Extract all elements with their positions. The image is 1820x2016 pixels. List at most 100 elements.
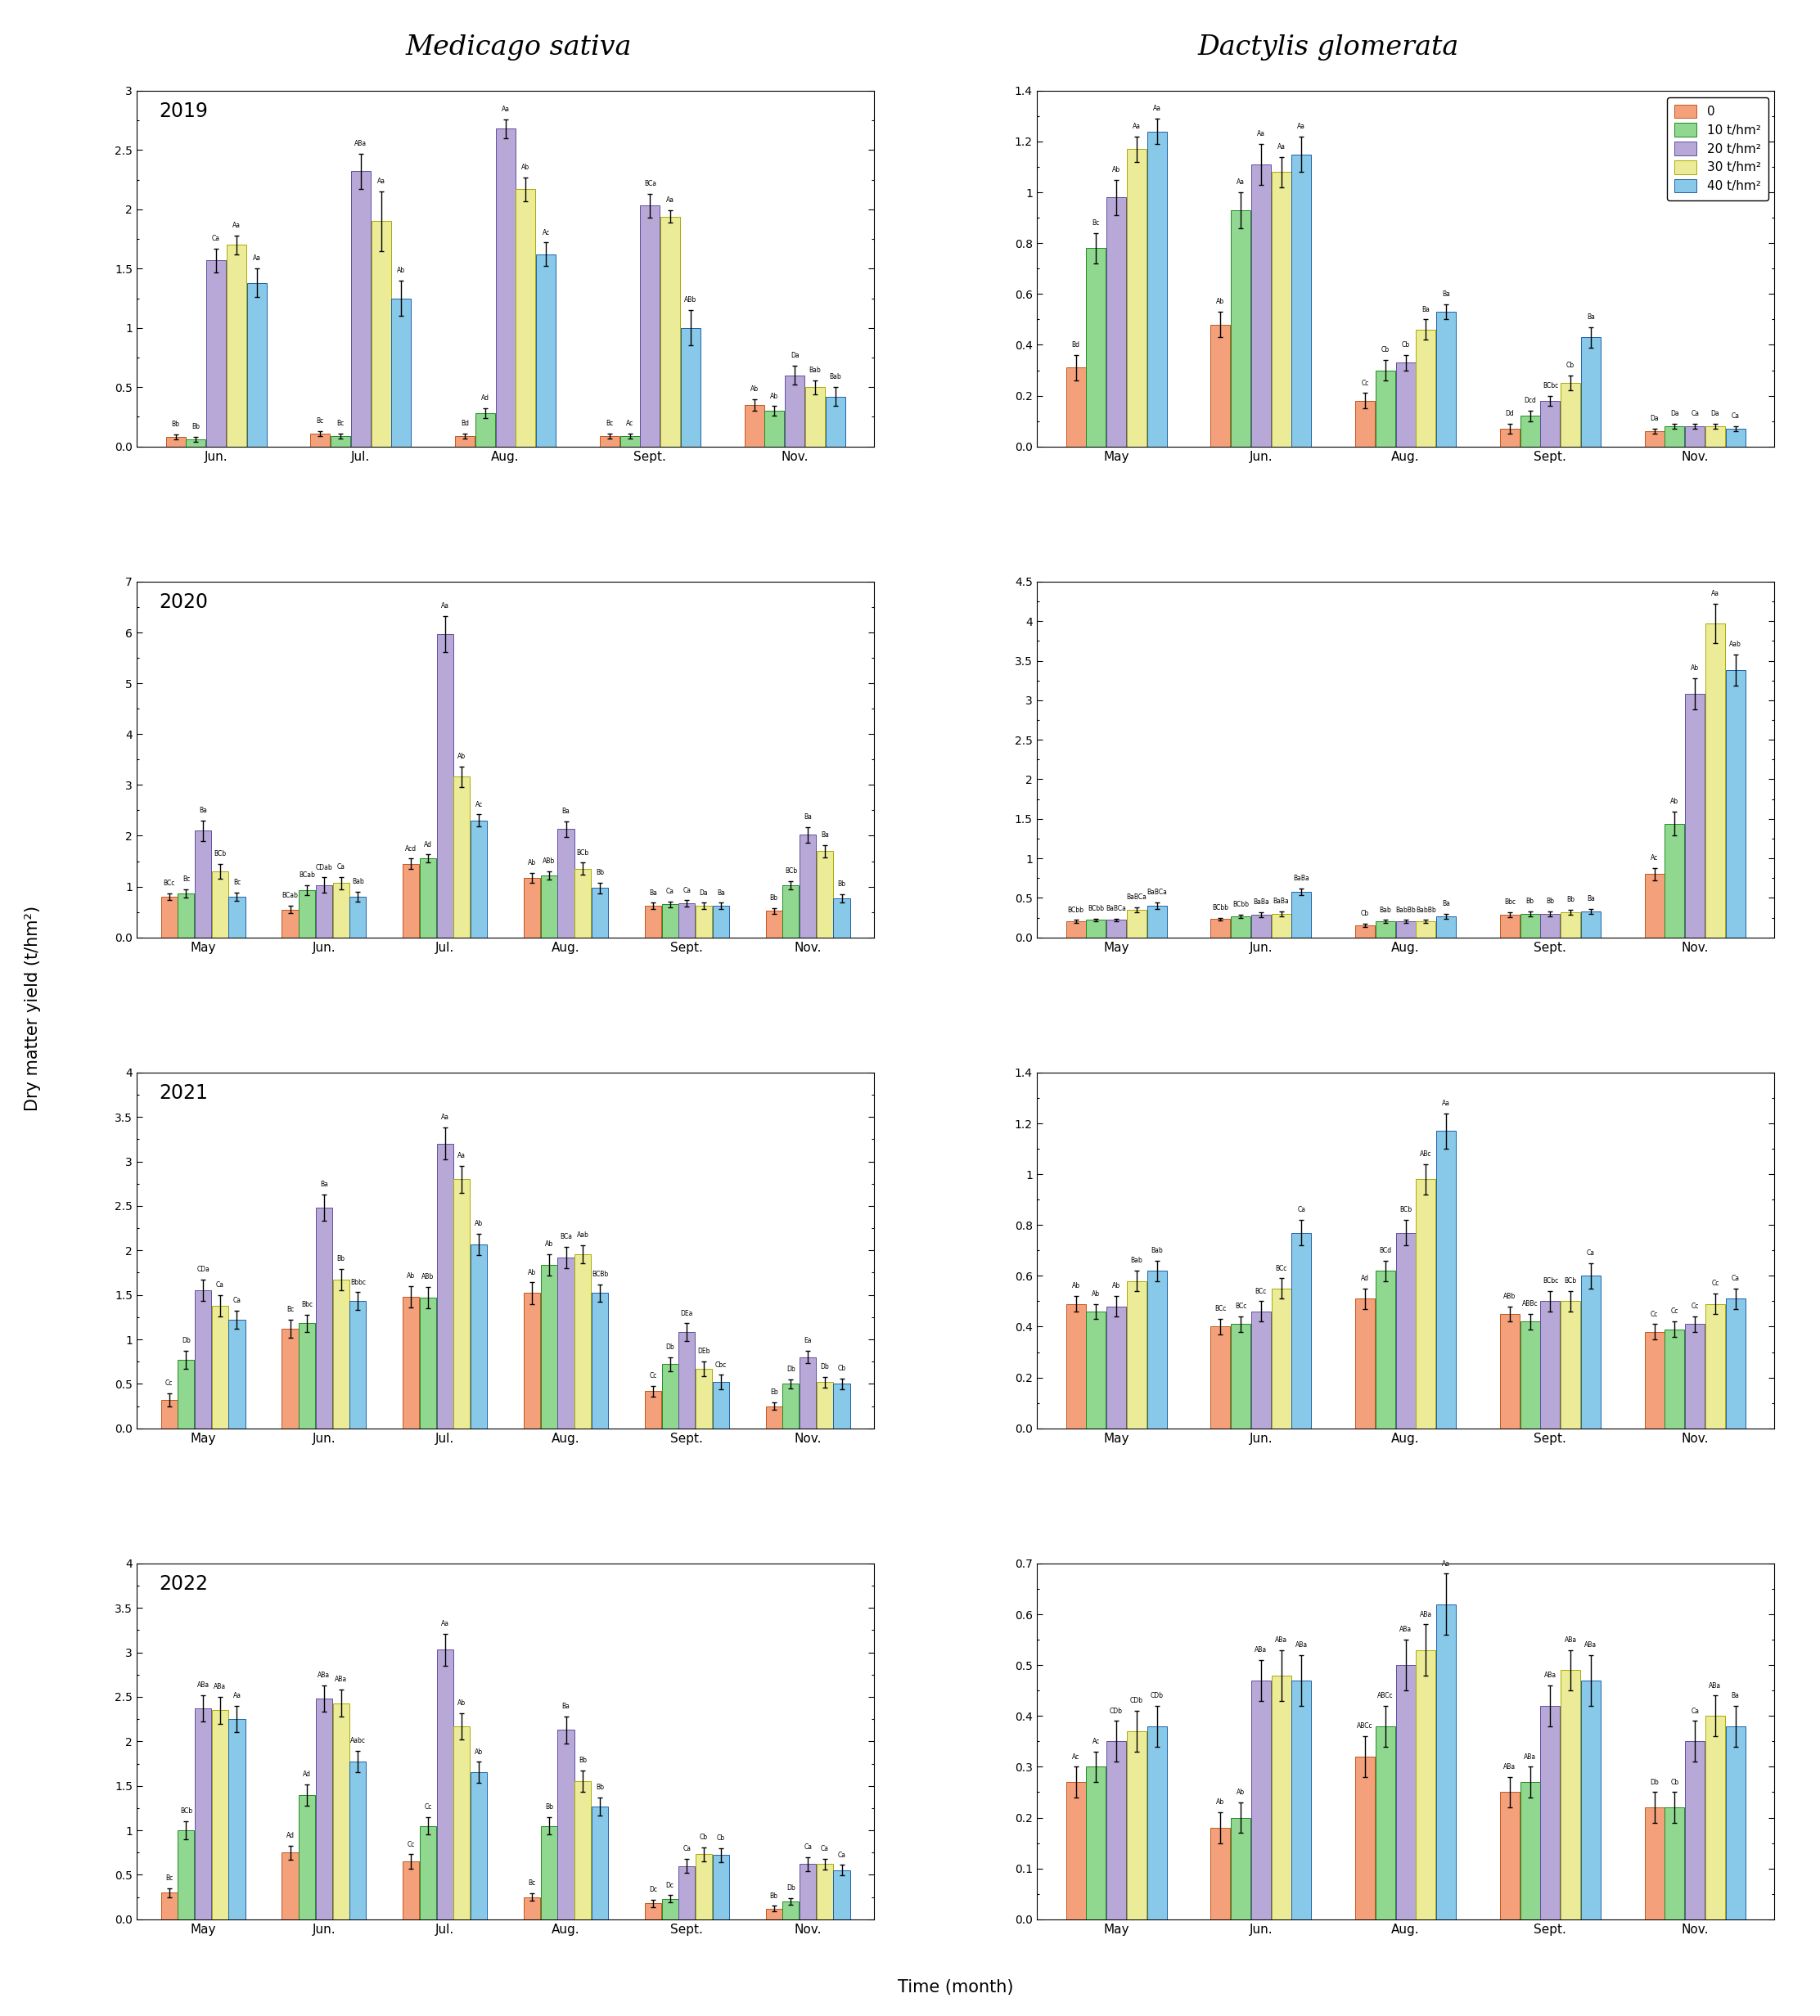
- Bar: [453, 776, 470, 937]
- Bar: [195, 831, 211, 937]
- Bar: [1562, 1300, 1580, 1427]
- Text: Aa: Aa: [1258, 131, 1265, 137]
- Text: BCbb: BCbb: [1232, 901, 1249, 907]
- Text: Bd: Bd: [1072, 341, 1079, 349]
- Bar: [1582, 1681, 1600, 1919]
- Bar: [524, 1897, 541, 1919]
- Bar: [524, 1292, 541, 1427]
- Bar: [229, 1720, 246, 1919]
- Text: Bb: Bb: [595, 869, 604, 877]
- Bar: [349, 1762, 366, 1919]
- Text: BCc: BCc: [1276, 1264, 1287, 1272]
- Text: Bc: Bc: [337, 419, 344, 427]
- Bar: [1500, 1314, 1520, 1427]
- Text: Cb: Cb: [1381, 347, 1389, 353]
- Text: Bab: Bab: [351, 877, 364, 885]
- Text: BCc: BCc: [164, 879, 175, 887]
- Text: Aa: Aa: [1236, 179, 1245, 185]
- Bar: [644, 1391, 661, 1427]
- Bar: [1725, 669, 1745, 937]
- Text: Db: Db: [786, 1885, 795, 1891]
- Text: BCbc: BCbc: [1542, 381, 1558, 389]
- Text: Bd: Bd: [460, 419, 470, 427]
- Bar: [1396, 921, 1416, 937]
- Text: Ab: Ab: [459, 1699, 466, 1706]
- Bar: [661, 216, 681, 446]
- Text: Ca: Ca: [211, 234, 220, 242]
- Bar: [783, 1383, 799, 1427]
- Text: Ca: Ca: [682, 1845, 692, 1853]
- Text: Ba: Ba: [804, 812, 812, 821]
- Text: Cc: Cc: [1711, 1280, 1720, 1288]
- Text: Cc: Cc: [408, 1841, 415, 1849]
- Text: Ca: Ca: [337, 863, 346, 871]
- Bar: [1250, 1681, 1270, 1919]
- Text: Ab: Ab: [1092, 1290, 1099, 1298]
- Text: Aa: Aa: [377, 177, 386, 185]
- Text: 2020: 2020: [158, 593, 207, 613]
- Text: Bab: Bab: [1380, 907, 1390, 913]
- Bar: [1396, 1232, 1416, 1427]
- Text: Ba: Ba: [650, 889, 657, 897]
- Bar: [248, 282, 266, 446]
- Bar: [1582, 1276, 1600, 1427]
- Bar: [1705, 1304, 1725, 1427]
- Bar: [453, 1726, 470, 1919]
- Bar: [817, 851, 834, 937]
- Text: Bb: Bb: [544, 1802, 553, 1810]
- Bar: [644, 905, 661, 937]
- Bar: [784, 375, 804, 446]
- Bar: [1416, 921, 1436, 937]
- Text: Bb: Bb: [1567, 895, 1574, 903]
- Text: Cb: Cb: [699, 1833, 708, 1841]
- Text: BaBCa: BaBCa: [1107, 905, 1127, 911]
- Text: Ca: Ca: [1691, 1708, 1700, 1716]
- Text: Aa: Aa: [1711, 591, 1720, 597]
- Bar: [541, 1826, 557, 1919]
- Bar: [471, 1772, 488, 1919]
- Text: Aa: Aa: [440, 1115, 450, 1121]
- Bar: [1685, 1742, 1705, 1919]
- Text: ABb: ABb: [422, 1274, 435, 1280]
- Text: ABa: ABa: [1543, 1671, 1556, 1679]
- Bar: [282, 1853, 298, 1919]
- Bar: [1645, 875, 1663, 937]
- Text: Aa: Aa: [440, 603, 450, 609]
- Bar: [1210, 919, 1230, 937]
- Text: Ba: Ba: [1587, 895, 1594, 903]
- Bar: [1665, 1329, 1685, 1427]
- Bar: [1436, 1131, 1456, 1427]
- Bar: [515, 190, 535, 446]
- Text: Cc: Cc: [166, 1379, 173, 1387]
- Bar: [160, 1893, 177, 1919]
- Text: BCb: BCb: [1400, 1206, 1412, 1214]
- Bar: [311, 433, 329, 446]
- Text: BaBCa: BaBCa: [1127, 893, 1147, 901]
- Bar: [186, 439, 206, 446]
- Bar: [1107, 919, 1127, 937]
- Bar: [166, 437, 186, 446]
- Text: Cb: Cb: [1361, 909, 1369, 917]
- Bar: [471, 1244, 488, 1427]
- Text: Time (month): Time (month): [897, 1980, 1014, 1996]
- Text: Ca: Ca: [1731, 1274, 1740, 1282]
- Bar: [644, 1903, 661, 1919]
- Bar: [1087, 919, 1107, 937]
- Text: Ad: Ad: [480, 395, 490, 401]
- Bar: [1067, 1304, 1085, 1427]
- Text: Bc: Bc: [528, 1879, 535, 1887]
- Bar: [371, 222, 391, 446]
- Text: ABc: ABc: [1420, 1151, 1432, 1157]
- Text: Bab: Bab: [1150, 1246, 1163, 1254]
- Bar: [1645, 1333, 1663, 1427]
- Text: Aa: Aa: [666, 198, 675, 204]
- Bar: [695, 1369, 712, 1427]
- Text: Aab: Aab: [577, 1232, 590, 1238]
- Text: 2019: 2019: [158, 101, 207, 121]
- Text: Ad: Ad: [424, 841, 431, 849]
- Text: Ba: Ba: [320, 1181, 328, 1187]
- Text: ABCc: ABCc: [1358, 1722, 1372, 1730]
- Text: ABa: ABa: [1585, 1641, 1596, 1649]
- Bar: [160, 897, 177, 937]
- Text: BCBb: BCBb: [592, 1270, 608, 1278]
